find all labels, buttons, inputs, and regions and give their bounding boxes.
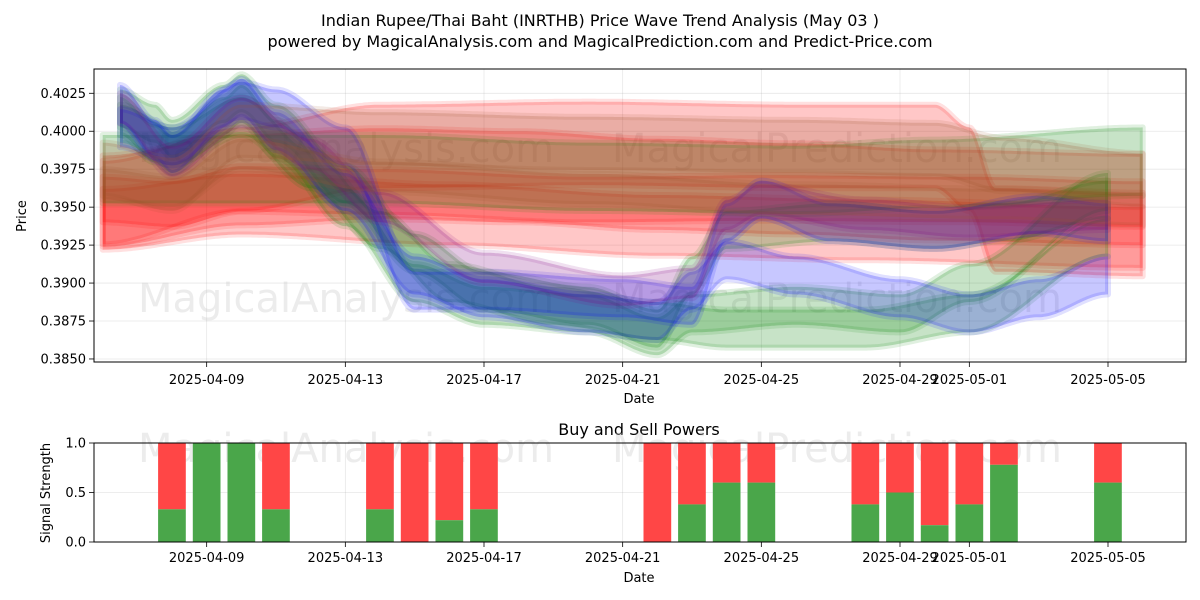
sub-y-tick-label: 0.0 bbox=[65, 536, 86, 551]
wave-band-8 bbox=[117, 75, 1111, 343]
sell-bar bbox=[920, 443, 949, 526]
buy-bar bbox=[712, 482, 741, 542]
main-y-tick-label: 0.3950 bbox=[41, 201, 87, 216]
sub-chart-title: Buy and Sell Powers bbox=[558, 420, 720, 439]
sub-x-tick-label: 2025-04-29 bbox=[862, 551, 938, 566]
chart-title-line1: Indian Rupee/Thai Baht (INRTHB) Price Wa… bbox=[321, 11, 879, 30]
sell-bar bbox=[1094, 443, 1122, 483]
sub-x-tick-label: 2025-04-13 bbox=[308, 551, 384, 566]
buy-bar bbox=[262, 509, 290, 542]
buy-bar bbox=[470, 509, 498, 542]
buy-bar bbox=[920, 525, 949, 542]
wave-band-1 bbox=[99, 125, 1146, 250]
sub-axes: 2025-04-09 2025-04-13 2025-04-17 2025-04-21… bbox=[65, 437, 1145, 567]
main-y-tick-label: 0.3925 bbox=[41, 239, 87, 254]
wave-band-10 bbox=[117, 90, 1111, 309]
sell-bar bbox=[712, 443, 741, 483]
main-y-tick-label: 0.3850 bbox=[41, 352, 87, 367]
buy-bar bbox=[227, 443, 256, 542]
sell-bar bbox=[435, 443, 464, 521]
main-axes: 2025-04-09 2025-04-13 2025-04-17 2025-04-21… bbox=[41, 87, 1146, 388]
sub-y-axis-label: Signal Strength bbox=[39, 443, 54, 543]
main-plot-frame bbox=[93, 68, 1187, 363]
buy-bar bbox=[158, 509, 186, 542]
sell-bar bbox=[366, 443, 394, 510]
wave-band-0 bbox=[99, 163, 1146, 230]
buy-bar bbox=[1094, 482, 1122, 542]
sub-y-tick-label: 0.5 bbox=[65, 486, 86, 501]
buy-bar bbox=[955, 504, 984, 542]
main-x-tick-label: 2025-05-05 bbox=[1070, 373, 1146, 388]
main-grid bbox=[94, 69, 1186, 362]
sell-bar bbox=[886, 443, 914, 493]
buy-bar bbox=[886, 492, 914, 542]
buy-bar bbox=[192, 443, 221, 542]
sell-bar bbox=[400, 443, 429, 542]
main-x-tick-label: 2025-04-29 bbox=[862, 373, 938, 388]
sell-bar bbox=[643, 443, 672, 542]
main-x-tick-label: 2025-04-21 bbox=[585, 373, 661, 388]
watermark-prediction-top: MagicalPrediction.com bbox=[612, 126, 1062, 172]
sub-x-tick-label: 2025-04-25 bbox=[724, 551, 800, 566]
sub-x-tick-label: 2025-04-17 bbox=[446, 551, 522, 566]
buy-bar bbox=[851, 504, 880, 542]
main-y-tick-label: 0.3900 bbox=[41, 277, 87, 292]
watermark-prediction-bottom: MagicalPrediction.com bbox=[612, 276, 1062, 322]
sub-y-tick-label: 1.0 bbox=[65, 437, 86, 452]
sell-bar bbox=[990, 443, 1018, 465]
main-y-tick-label: 0.3875 bbox=[41, 315, 87, 330]
main-y-tick-label: 0.4025 bbox=[41, 87, 87, 102]
main-x-tick-label: 2025-04-13 bbox=[308, 373, 384, 388]
main-y-tick-label: 0.3975 bbox=[41, 163, 87, 178]
sell-bar bbox=[470, 443, 498, 510]
sell-bar bbox=[678, 443, 706, 505]
wave-band-11 bbox=[99, 101, 1146, 214]
main-x-tick-label: 2025-04-09 bbox=[169, 373, 245, 388]
sub-x-tick-label: 2025-04-21 bbox=[585, 551, 661, 566]
sub-x-tick-label: 2025-05-05 bbox=[1070, 551, 1146, 566]
wave-band-7 bbox=[117, 94, 1111, 351]
main-x-tick-label: 2025-04-25 bbox=[724, 373, 800, 388]
wave-band-4 bbox=[99, 124, 1146, 217]
buy-bar bbox=[990, 464, 1018, 542]
buy-bar bbox=[747, 482, 776, 542]
chart-title-line2: powered by MagicalAnalysis.com and Magic… bbox=[267, 32, 932, 51]
wave-band-12 bbox=[99, 135, 1146, 229]
sell-bar bbox=[262, 443, 290, 510]
wave-band-6 bbox=[117, 82, 1111, 359]
sell-bar bbox=[158, 443, 186, 510]
main-x-axis-label: Date bbox=[623, 392, 654, 407]
sub-x-tick-label: 2025-05-01 bbox=[932, 551, 1008, 566]
buy-bar bbox=[366, 509, 394, 542]
wave-band-5 bbox=[117, 71, 1111, 351]
buy-bar bbox=[678, 504, 706, 542]
buy-bar bbox=[435, 520, 464, 542]
sell-bar bbox=[851, 443, 880, 505]
main-y-tick-label: 0.4000 bbox=[41, 125, 87, 140]
main-watermarks: MagicalAnalysis.com MagicalPrediction.co… bbox=[138, 126, 1062, 322]
watermark-analysis-bottom: MagicalAnalysis.com bbox=[138, 276, 554, 322]
main-y-axis-label: Price bbox=[15, 200, 30, 232]
sub-x-tick-label: 2025-04-09 bbox=[169, 551, 245, 566]
main-x-tick-label: 2025-05-01 bbox=[932, 373, 1008, 388]
wave-band-9 bbox=[117, 78, 1111, 328]
wave-bands bbox=[99, 71, 1146, 359]
sell-bar bbox=[747, 443, 776, 483]
main-x-tick-label: 2025-04-17 bbox=[446, 373, 522, 388]
power-bars bbox=[158, 443, 1122, 542]
watermark-analysis-top: MagicalAnalysis.com bbox=[138, 126, 554, 172]
sell-bar bbox=[955, 443, 984, 505]
wave-band-3 bbox=[99, 170, 1146, 271]
sub-x-axis-label: Date bbox=[623, 571, 654, 586]
wave-band-2 bbox=[99, 98, 1146, 280]
